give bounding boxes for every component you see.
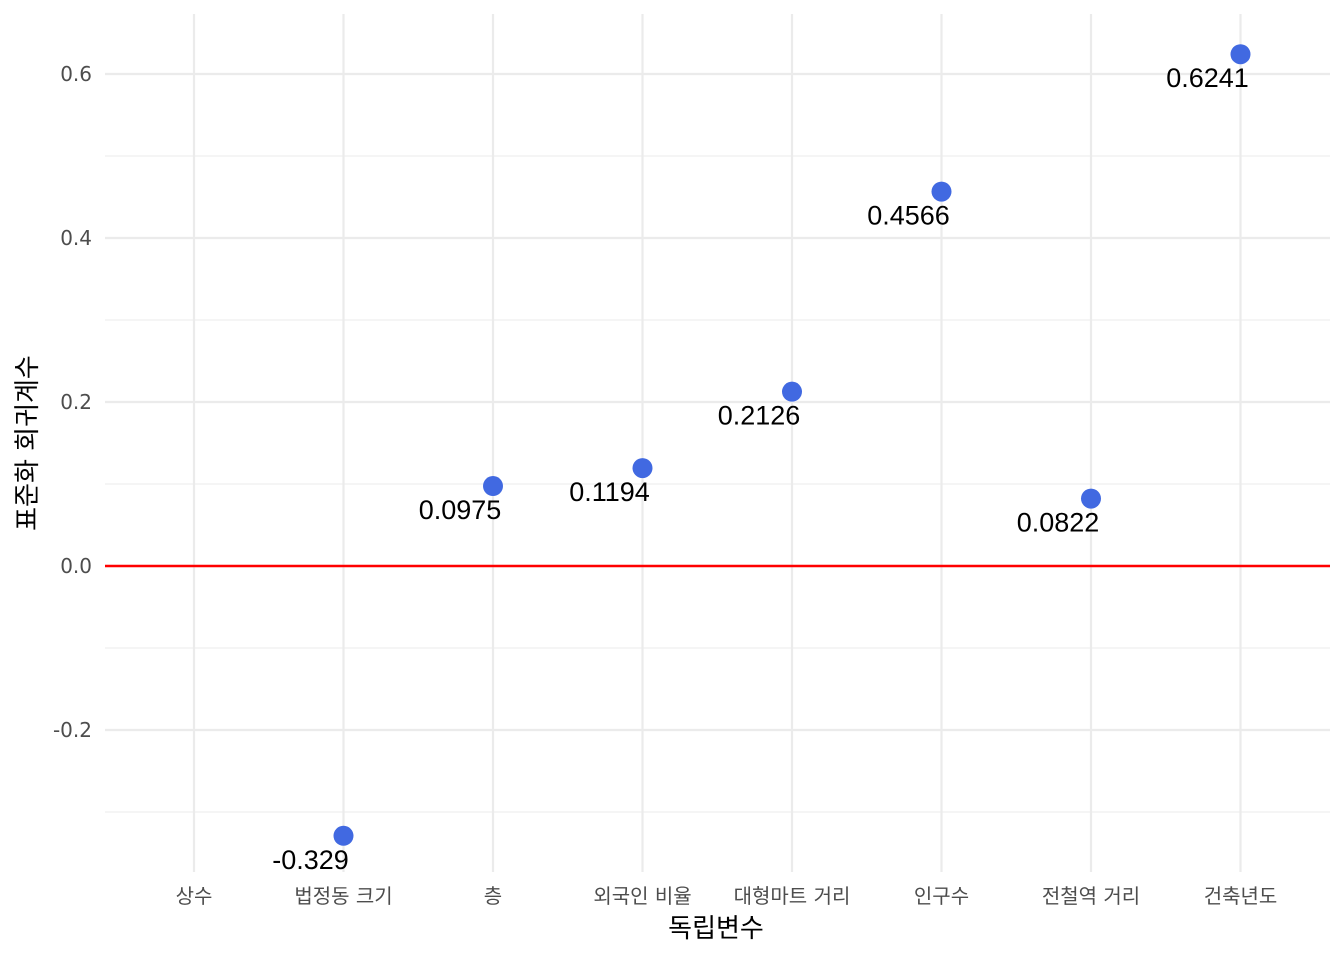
- x-tick-label: 외국인 비율: [593, 884, 691, 908]
- data-labels-group: -0.329 0.0975 0.1194 0.2126 0.4566 0.0822 0.62…: [272, 63, 1249, 875]
- x-tick-label: 인구수: [914, 884, 969, 908]
- y-tick-labels: -0.2 0.0 0.2 0.4 0.6: [53, 62, 92, 742]
- x-tick-label: 상수: [176, 884, 213, 908]
- x-tick-label: 대형마트 거리: [734, 884, 851, 908]
- x-tick-label: 층: [484, 884, 502, 908]
- x-tick-label: 법정동 크기: [294, 884, 392, 908]
- x-axis-title: 독립변수: [668, 914, 764, 944]
- data-label: 0.0975: [419, 495, 502, 525]
- y-tick-label: 0.6: [60, 62, 92, 86]
- points-group: [333, 44, 1251, 846]
- data-point: [782, 381, 802, 402]
- y-tick-label: 0.4: [60, 226, 92, 250]
- y-tick-label: 0.0: [60, 554, 92, 578]
- data-point: [483, 476, 503, 497]
- data-label: 0.2126: [718, 401, 801, 431]
- data-point: [1230, 44, 1251, 65]
- data-label: 0.6241: [1166, 63, 1249, 93]
- data-point: [1081, 488, 1101, 509]
- data-label: 0.4566: [867, 201, 950, 231]
- x-tick-labels: 상수 법정동 크기 층 외국인 비율 대형마트 거리 인구수 전철역 거리 건축년도: [176, 884, 1278, 908]
- data-label: 0.0822: [1017, 508, 1100, 538]
- data-point: [931, 181, 952, 202]
- grid: [105, 14, 1330, 872]
- data-label: 0.1194: [569, 477, 650, 507]
- y-tick-label: 0.2: [60, 390, 92, 414]
- y-axis-title: 표준화 회귀계수: [13, 355, 43, 531]
- x-tick-label: 전철역 거리: [1042, 884, 1140, 908]
- x-tick-label: 건축년도: [1204, 884, 1278, 908]
- data-point: [632, 458, 653, 479]
- data-label: -0.329: [272, 845, 349, 875]
- y-tick-label: -0.2: [53, 718, 92, 742]
- data-point: [333, 825, 354, 846]
